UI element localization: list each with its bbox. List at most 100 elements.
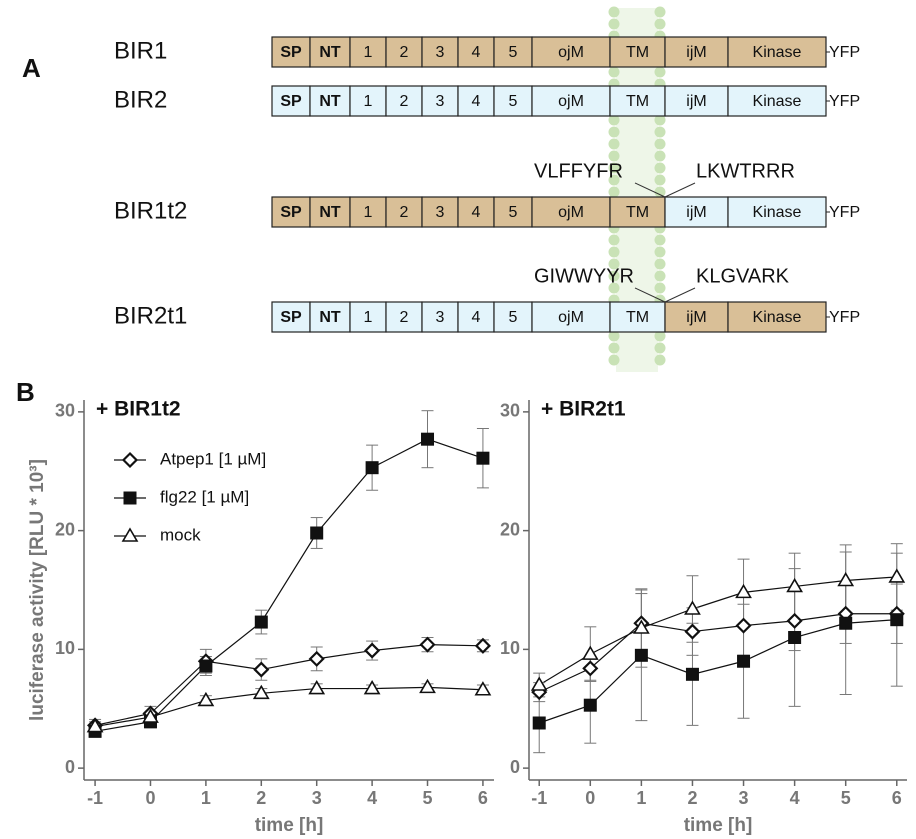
series-line — [538, 576, 897, 686]
marker — [632, 619, 650, 634]
junction-line — [664, 287, 696, 303]
domain-label: 5 — [509, 93, 518, 110]
lipid-head — [654, 258, 666, 270]
domain-label: SP — [280, 93, 302, 110]
marker — [253, 661, 270, 678]
marker — [419, 636, 436, 653]
domain-label: 2 — [400, 204, 409, 221]
domain — [271, 85, 311, 117]
x-tick-label: 1 — [636, 788, 646, 808]
x-tick-label: 0 — [145, 788, 155, 808]
domain-label: TM — [626, 44, 649, 61]
marker — [888, 568, 906, 583]
domain — [385, 301, 423, 333]
x-tick-label: 6 — [478, 788, 488, 808]
legend-marker — [123, 491, 137, 505]
lipid-head — [654, 246, 666, 258]
y-tick-label: 0 — [510, 757, 520, 777]
lipid-head — [608, 150, 620, 162]
legend-label: flg22 [1 µM] — [160, 487, 249, 506]
domain — [727, 85, 827, 117]
lipid-head — [654, 282, 666, 294]
domain-label: SP — [280, 309, 302, 326]
x-tick-label: 5 — [423, 788, 433, 808]
sequence: GIWWYYR — [534, 265, 634, 287]
lipid-head — [608, 66, 620, 78]
lipid-head — [608, 6, 620, 18]
y-tick-label: 20 — [500, 519, 520, 539]
x-tick-label: 2 — [256, 788, 266, 808]
lipid-head — [654, 162, 666, 174]
lipid-head — [608, 282, 620, 294]
domain-label: 4 — [472, 309, 481, 326]
marker — [581, 645, 599, 660]
y-axis-label: luciferase activity [RLU * 10³] — [27, 459, 48, 721]
domain — [609, 301, 666, 333]
domain — [349, 196, 387, 228]
marker — [890, 613, 904, 627]
x-tick-label: 1 — [201, 788, 211, 808]
sequence: LKWTRRR — [696, 160, 795, 182]
series-line — [539, 619, 897, 724]
domain-label: 1 — [364, 204, 373, 221]
legend-label: mock — [160, 525, 201, 544]
y-tick-label: 10 — [500, 638, 520, 658]
lipid-head — [608, 114, 620, 126]
domain — [457, 301, 495, 333]
x-tick-label: 3 — [739, 788, 749, 808]
tag-label: YFP — [829, 44, 860, 61]
marker — [583, 698, 597, 712]
marker — [837, 571, 855, 587]
domain — [531, 36, 611, 68]
marker — [532, 716, 546, 730]
marker — [685, 667, 699, 681]
panel-label: B — [16, 377, 35, 407]
chart-title: + BIR1t2 — [96, 398, 181, 421]
lipid-head — [608, 330, 620, 342]
domain — [421, 196, 459, 228]
series-line — [94, 644, 483, 726]
lipid-head — [608, 270, 620, 282]
marker — [86, 717, 104, 733]
y-tick-label: 30 — [500, 401, 520, 421]
marker — [252, 684, 270, 700]
domain — [727, 36, 827, 68]
marker — [786, 577, 804, 593]
x-axis-label: time [h] — [255, 815, 324, 836]
y-tick-label: 30 — [55, 401, 75, 421]
marker — [476, 451, 490, 465]
domain — [309, 85, 351, 117]
x-tick-label: 0 — [585, 788, 595, 808]
domain-label: 1 — [364, 309, 373, 326]
domain-label: 2 — [400, 44, 409, 61]
marker — [308, 650, 325, 667]
lipid-head — [654, 114, 666, 126]
domain-label: 5 — [509, 204, 518, 221]
domain-label: SP — [280, 204, 302, 221]
domain-label: NT — [319, 309, 341, 326]
x-tick-label: 6 — [892, 788, 902, 808]
marker — [634, 648, 648, 662]
domain — [531, 301, 611, 333]
domain-label: 3 — [436, 204, 445, 221]
y-tick-label: 20 — [55, 519, 75, 539]
lipid-head — [654, 138, 666, 150]
domain — [493, 196, 533, 228]
domain — [457, 36, 495, 68]
marker — [474, 637, 491, 654]
domain-label: ijM — [686, 309, 706, 326]
domain — [493, 85, 533, 117]
domain-label: 1 — [364, 44, 373, 61]
domain — [493, 301, 533, 333]
domain — [664, 196, 729, 228]
marker — [197, 691, 215, 707]
domain-label: TM — [626, 93, 649, 110]
marker — [199, 659, 213, 673]
domain-label: 3 — [436, 44, 445, 61]
lipid-head — [654, 18, 666, 30]
construct-name: BIR2t1 — [114, 302, 187, 329]
domain-label: ijM — [686, 44, 706, 61]
domain-label: 3 — [436, 93, 445, 110]
marker — [419, 678, 436, 694]
